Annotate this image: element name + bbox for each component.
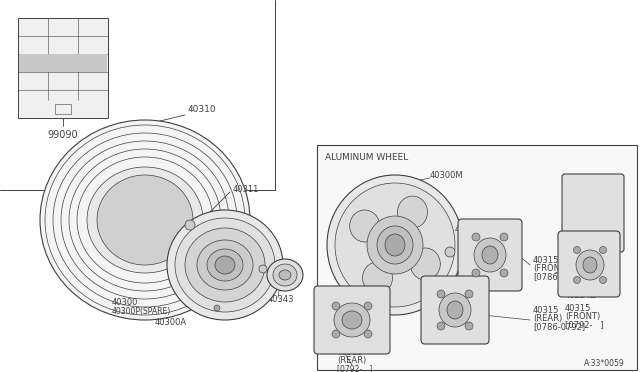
Text: A·33*0059: A·33*0059 bbox=[584, 359, 625, 368]
Ellipse shape bbox=[600, 247, 607, 253]
Ellipse shape bbox=[362, 262, 392, 294]
Ellipse shape bbox=[573, 247, 580, 253]
Bar bbox=[317, 145, 637, 370]
Ellipse shape bbox=[185, 228, 265, 302]
Text: (REAR): (REAR) bbox=[337, 356, 366, 365]
Text: (REAR): (REAR) bbox=[533, 314, 563, 323]
Text: (FRONT): (FRONT) bbox=[565, 312, 600, 321]
Ellipse shape bbox=[472, 269, 480, 277]
Ellipse shape bbox=[600, 276, 607, 283]
Ellipse shape bbox=[437, 290, 445, 298]
Text: 40224Z: 40224Z bbox=[565, 291, 597, 300]
Ellipse shape bbox=[97, 175, 193, 265]
Ellipse shape bbox=[185, 220, 195, 230]
Text: 40300P(SPARE): 40300P(SPARE) bbox=[112, 307, 172, 316]
Bar bbox=[19, 54, 107, 72]
Ellipse shape bbox=[397, 196, 428, 228]
Ellipse shape bbox=[439, 293, 471, 327]
Ellipse shape bbox=[332, 330, 340, 338]
FancyBboxPatch shape bbox=[314, 286, 390, 354]
Bar bbox=[55, 104, 71, 114]
Text: 40315: 40315 bbox=[337, 348, 364, 357]
Text: [0792-   ]: [0792- ] bbox=[337, 364, 372, 372]
Ellipse shape bbox=[583, 257, 597, 273]
Ellipse shape bbox=[167, 210, 283, 320]
Ellipse shape bbox=[437, 322, 445, 330]
Text: 40300M: 40300M bbox=[430, 170, 463, 180]
FancyBboxPatch shape bbox=[458, 219, 522, 291]
Text: 40224: 40224 bbox=[455, 225, 481, 234]
Ellipse shape bbox=[197, 240, 253, 290]
Ellipse shape bbox=[364, 302, 372, 310]
Ellipse shape bbox=[576, 250, 604, 280]
Ellipse shape bbox=[40, 120, 250, 320]
Ellipse shape bbox=[342, 311, 362, 329]
Text: 40315: 40315 bbox=[565, 304, 591, 313]
Ellipse shape bbox=[215, 256, 235, 274]
Ellipse shape bbox=[573, 276, 580, 283]
Ellipse shape bbox=[482, 246, 498, 264]
Ellipse shape bbox=[364, 330, 372, 338]
Ellipse shape bbox=[334, 303, 370, 337]
Text: 40224: 40224 bbox=[208, 305, 234, 314]
Text: 40311: 40311 bbox=[233, 186, 259, 195]
Text: [0792-   ]: [0792- ] bbox=[565, 320, 604, 329]
Ellipse shape bbox=[474, 238, 506, 272]
Ellipse shape bbox=[87, 167, 203, 273]
Text: [0786-0792]: [0786-0792] bbox=[533, 322, 585, 331]
Ellipse shape bbox=[267, 259, 303, 291]
Ellipse shape bbox=[377, 226, 413, 264]
Ellipse shape bbox=[175, 218, 275, 312]
FancyBboxPatch shape bbox=[558, 231, 620, 297]
Text: 40300A: 40300A bbox=[155, 318, 187, 327]
Text: 40310: 40310 bbox=[188, 106, 216, 115]
Ellipse shape bbox=[472, 233, 480, 241]
Ellipse shape bbox=[332, 302, 340, 310]
Ellipse shape bbox=[465, 322, 473, 330]
Ellipse shape bbox=[445, 247, 455, 257]
Ellipse shape bbox=[335, 183, 455, 307]
Ellipse shape bbox=[465, 290, 473, 298]
Ellipse shape bbox=[367, 216, 423, 274]
Ellipse shape bbox=[349, 210, 380, 242]
Ellipse shape bbox=[500, 269, 508, 277]
Ellipse shape bbox=[214, 305, 220, 311]
Ellipse shape bbox=[385, 234, 405, 256]
Ellipse shape bbox=[207, 249, 243, 281]
Ellipse shape bbox=[279, 270, 291, 280]
Text: ALUMINUM WHEEL: ALUMINUM WHEEL bbox=[325, 153, 408, 162]
Ellipse shape bbox=[327, 175, 463, 315]
Bar bbox=[18, 18, 108, 118]
Text: 40343: 40343 bbox=[268, 295, 294, 304]
Text: (FRONT): (FRONT) bbox=[533, 264, 568, 273]
Text: 40300: 40300 bbox=[112, 298, 138, 307]
Text: 40315: 40315 bbox=[533, 256, 559, 265]
Ellipse shape bbox=[410, 248, 440, 280]
FancyBboxPatch shape bbox=[421, 276, 489, 344]
Ellipse shape bbox=[273, 264, 297, 286]
Ellipse shape bbox=[500, 233, 508, 241]
Ellipse shape bbox=[259, 265, 267, 273]
Text: 40315: 40315 bbox=[533, 306, 559, 315]
FancyBboxPatch shape bbox=[562, 174, 624, 252]
Text: 99090: 99090 bbox=[48, 130, 78, 140]
Ellipse shape bbox=[447, 301, 463, 319]
Text: [0786-0792]: [0786-0792] bbox=[533, 272, 585, 281]
